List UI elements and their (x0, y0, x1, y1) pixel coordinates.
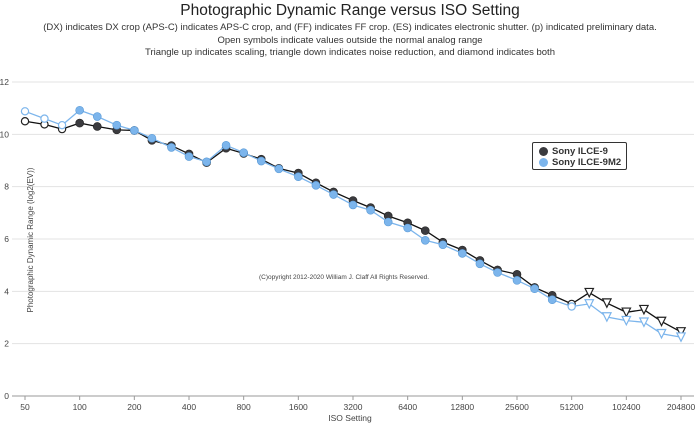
data-point-series-2 (438, 240, 448, 250)
data-point-series-2 (512, 276, 522, 285)
data-point-series-2 (530, 284, 539, 294)
data-point-series-2 (167, 143, 176, 152)
data-point-series-2 (475, 259, 485, 269)
data-point-series-2 (184, 152, 194, 161)
data-point-series-2 (348, 200, 358, 210)
chart-subtitle-line-2: Open symbols indicate values outside the… (217, 35, 483, 46)
x-tick-label: 6400 (398, 402, 417, 412)
y-tick-label: 8 (4, 182, 9, 192)
x-tick-label: 3200 (344, 402, 363, 412)
copyright-annotation: (C)opyright 2012-2020 William J. Claff A… (259, 274, 430, 281)
data-point-series-2 (675, 332, 687, 343)
chart-legend: Sony ILCE-9 Sony ILCE-9M2 (532, 142, 627, 170)
y-tick-label: 6 (4, 234, 9, 244)
x-tick-label: 25600 (505, 402, 529, 412)
data-point-series-2 (329, 190, 338, 199)
data-point-series-1 (92, 122, 102, 131)
x-tick-label: 200 (127, 402, 141, 412)
data-point-series-2 (92, 112, 102, 121)
data-point-series-2 (458, 249, 467, 258)
legend-item-series-2[interactable]: Sony ILCE-9M2 (539, 156, 621, 168)
x-tick-label: 204800 (667, 402, 696, 412)
data-point-series-2 (493, 268, 502, 277)
data-point-series-1 (75, 118, 84, 128)
data-point-series-2 (567, 302, 576, 311)
data-point-series-2 (20, 107, 30, 116)
data-point-series-2 (584, 299, 595, 310)
y-tick-label: 4 (4, 286, 9, 296)
x-tick-label: 1600 (289, 402, 308, 412)
y-axis-title: Photographic Dynamic Range (log2(EV)) (26, 167, 35, 312)
data-point-series-1 (584, 287, 595, 299)
x-tick-label: 400 (182, 402, 196, 412)
x-tick-label: 102400 (612, 402, 641, 412)
legend-label-series-1: Sony ILCE-9 (552, 145, 608, 157)
data-point-series-2 (621, 315, 632, 327)
data-point-series-2 (147, 133, 157, 143)
data-point-series-2 (202, 157, 211, 167)
data-point-series-2 (221, 141, 231, 150)
x-tick-label: 12800 (451, 402, 475, 412)
chart-subtitle-line-1: (DX) indicates DX crop (APS-C) indicates… (43, 22, 657, 33)
y-tick-label: 0 (4, 391, 9, 401)
x-tick-label: 800 (237, 402, 251, 412)
data-point-series-2 (239, 148, 248, 157)
legend-marker-series-2 (539, 157, 548, 167)
legend-label-series-2: Sony ILCE-9M2 (552, 156, 622, 168)
data-point-series-2 (130, 126, 139, 135)
data-point-series-2 (311, 181, 321, 190)
data-point-series-2 (75, 105, 84, 115)
data-point-series-1 (656, 316, 667, 327)
legend-marker-series-1 (539, 146, 548, 156)
y-tick-label: 12 (0, 77, 9, 87)
data-point-series-1 (420, 226, 430, 235)
data-point-series-2 (403, 223, 412, 233)
chart-subtitle-line-3: Triangle up indicates scaling, triangle … (145, 47, 555, 58)
x-tick-label: 51200 (560, 402, 584, 412)
data-point-series-2 (112, 120, 122, 130)
legend-item-series-1[interactable]: Sony ILCE-9 (539, 145, 608, 157)
data-point-series-2 (274, 164, 284, 174)
data-point-series-2 (638, 317, 650, 328)
data-point-series-2 (294, 172, 303, 182)
data-point-series-2 (366, 205, 375, 215)
x-tick-label: 50 (20, 402, 30, 412)
data-point-series-2 (547, 295, 557, 305)
data-point-series-2 (256, 156, 266, 166)
data-point-series-1 (601, 298, 613, 309)
data-point-series-2 (420, 236, 430, 245)
data-point-series-2 (57, 120, 67, 130)
data-point-series-1 (20, 117, 30, 126)
data-point-series-2 (383, 217, 393, 227)
data-point-series-2 (601, 312, 613, 323)
data-point-series-1 (675, 327, 687, 338)
y-tick-label: 10 (0, 129, 9, 139)
x-tick-label: 100 (73, 402, 87, 412)
chart-title: Photographic Dynamic Range versus ISO Se… (180, 2, 520, 19)
data-point-series-2 (656, 328, 667, 340)
data-point-series-1 (621, 307, 632, 318)
y-tick-label: 2 (4, 339, 9, 349)
data-point-series-2 (40, 114, 49, 123)
data-point-series-1 (638, 304, 650, 316)
x-axis-title: ISO Setting (328, 413, 372, 423)
